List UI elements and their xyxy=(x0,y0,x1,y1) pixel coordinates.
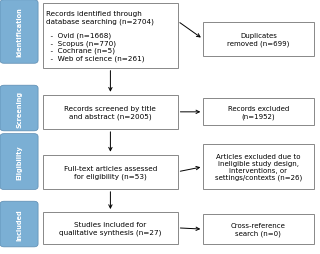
Text: Screening: Screening xyxy=(16,90,22,127)
Text: Cross-reference
search (n=0): Cross-reference search (n=0) xyxy=(231,223,286,236)
FancyBboxPatch shape xyxy=(43,95,178,130)
Text: Identification: Identification xyxy=(16,8,22,57)
FancyBboxPatch shape xyxy=(203,215,314,244)
FancyBboxPatch shape xyxy=(203,99,314,126)
FancyBboxPatch shape xyxy=(203,23,314,57)
FancyBboxPatch shape xyxy=(43,4,178,69)
FancyBboxPatch shape xyxy=(203,145,314,189)
Text: Eligibility: Eligibility xyxy=(16,145,22,179)
Text: Records identified through
database searching (n=2704)

  -  Ovid (n=1668)
  -  : Records identified through database sear… xyxy=(46,11,154,61)
Text: Records excluded
(n=1952): Records excluded (n=1952) xyxy=(228,106,289,119)
FancyBboxPatch shape xyxy=(0,201,38,247)
FancyBboxPatch shape xyxy=(0,134,38,190)
FancyBboxPatch shape xyxy=(0,1,38,64)
FancyBboxPatch shape xyxy=(43,155,178,189)
FancyBboxPatch shape xyxy=(0,86,38,131)
Text: Articles excluded due to
ineligible study design,
interventions, or
settings/con: Articles excluded due to ineligible stud… xyxy=(215,153,302,181)
Text: Records screened by title
and abstract (n=2005): Records screened by title and abstract (… xyxy=(64,106,156,119)
Text: Studies included for
qualitative synthesis (n=27): Studies included for qualitative synthes… xyxy=(59,221,162,235)
Text: Duplicates
removed (n=699): Duplicates removed (n=699) xyxy=(227,33,290,47)
FancyBboxPatch shape xyxy=(43,212,178,244)
Text: Included: Included xyxy=(16,208,22,240)
Text: Full-text articles assessed
for eligibility (n=53): Full-text articles assessed for eligibil… xyxy=(64,165,157,179)
